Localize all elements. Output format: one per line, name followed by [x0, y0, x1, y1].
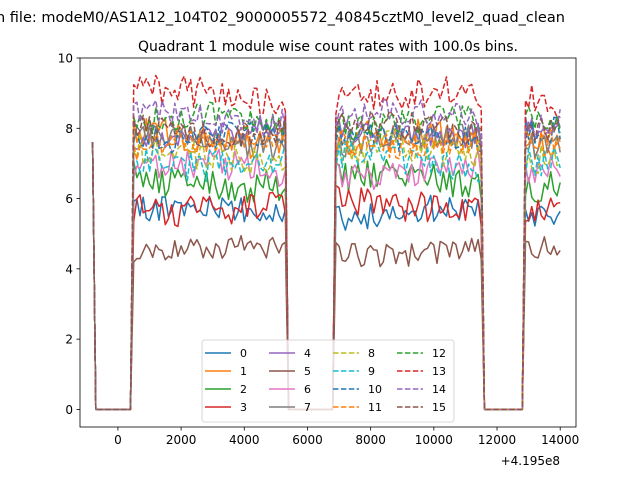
y-tick-label: 0 [65, 403, 73, 417]
legend-label-14: 14 [432, 383, 446, 396]
x-axis: 0 2000 4000 6000 8000 10000 12000 14000 [114, 427, 579, 447]
x-tick-label: 14000 [541, 433, 579, 447]
legend-label-8: 8 [368, 347, 375, 360]
x-tick-label: 4000 [229, 433, 260, 447]
y-tick-label: 8 [65, 122, 73, 136]
legend-label-12: 12 [432, 347, 446, 360]
chart-title: Quadrant 1 module wise count rates with … [138, 39, 518, 55]
legend-box [201, 339, 455, 423]
x-tick-label: 2000 [166, 433, 197, 447]
x-tick-label: 6000 [292, 433, 323, 447]
legend-label-0: 0 [240, 347, 247, 360]
legend-label-6: 6 [304, 383, 311, 396]
legend-label-13: 13 [432, 365, 446, 378]
x-tick-label: 0 [114, 433, 122, 447]
legend-label-10: 10 [368, 383, 382, 396]
legend-label-3: 3 [240, 401, 247, 414]
legend-label-7: 7 [304, 401, 311, 414]
y-axis: 0 2 4 6 8 10 [58, 52, 80, 417]
y-tick-label: 10 [58, 52, 73, 66]
x-tick-label: 8000 [355, 433, 386, 447]
y-tick-label: 4 [65, 262, 73, 276]
x-tick-label: 12000 [478, 433, 516, 447]
legend-label-5: 5 [304, 365, 311, 378]
legend-label-4: 4 [304, 347, 311, 360]
y-tick-label: 6 [65, 192, 73, 206]
axes-frame [79, 57, 577, 428]
legend-label-1: 1 [240, 365, 247, 378]
x-tick-label: 10000 [415, 433, 453, 447]
legend-label-9: 9 [368, 365, 375, 378]
legend-label-11: 11 [368, 401, 382, 414]
y-tick-label: 2 [65, 333, 73, 347]
legend-label-15: 15 [432, 401, 446, 414]
legend-label-2: 2 [240, 383, 247, 396]
x-offset-label: +4.195e8 [501, 454, 560, 468]
figure-suptitle: n file: modeM0/AS1A12_104T02_9000005572_… [0, 10, 565, 26]
axes-border [79, 57, 577, 428]
